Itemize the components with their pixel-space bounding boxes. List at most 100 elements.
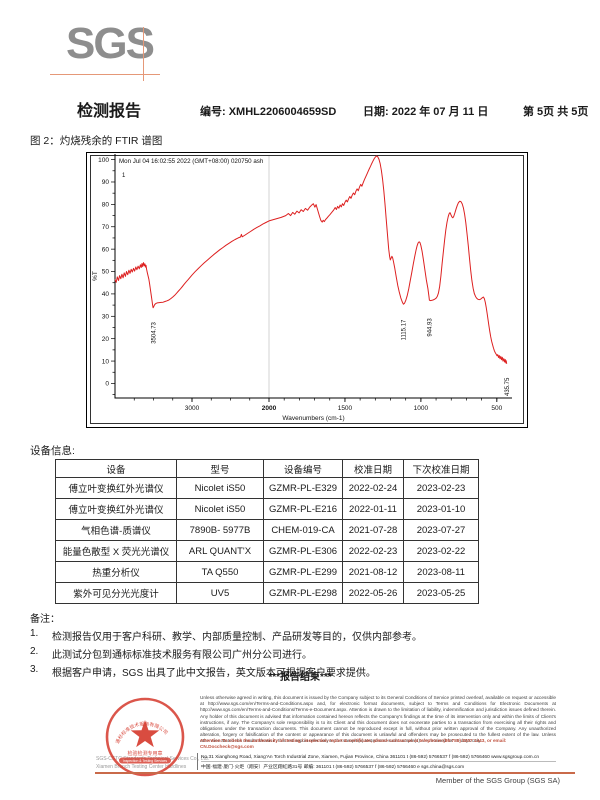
note-number: 2. xyxy=(30,646,39,657)
company-branch-line: Xiamen Branch Testing Center Hardlines xyxy=(96,764,187,770)
table-cell: 2022-01-11 xyxy=(342,498,404,520)
table-cell: GZMR-PL-E216 xyxy=(263,498,343,520)
inspection-seal: 通标标准技术服务有限公司 检验检测专用章 Inspection & Testin… xyxy=(105,697,185,777)
series-label: 1 xyxy=(122,173,126,179)
y-tick-label: 70 xyxy=(102,224,110,231)
peak-label: 1115.17 xyxy=(402,319,408,340)
notes-label: 备注： xyxy=(30,614,60,625)
table-cell: Nicolet iS50 xyxy=(176,498,264,520)
ftir-chart: 0 10 20 30 40 50 60 70 80 90 100 3000 2000 1500 1000 50… xyxy=(86,152,528,428)
note-number: 3. xyxy=(30,664,39,675)
chart-inner-frame xyxy=(90,155,524,424)
note-text: 此测试分包到通标标准技术服务有限公司广州分公司进行。 xyxy=(52,650,312,661)
axes xyxy=(114,154,512,399)
equipment-table: 设备 型号 设备编号 校准日期 下次校准日期 傅立叶变换红外光谱仪 Nicolet iS50… xyxy=(55,459,479,604)
notes-section: 备注： 1. 检测报告仅用于客户科研、教学、内部质量控制、产品研发等目的，仅供内部… xyxy=(30,610,570,679)
y-tick-label: 40 xyxy=(102,291,110,298)
table-cell: 傅立叶变换红外光谱仪 xyxy=(55,477,177,499)
table-cell: Nicolet iS50 xyxy=(176,477,264,499)
seal-ring xyxy=(105,697,185,777)
seal-english-text: Inspection & Testing Services xyxy=(123,759,168,763)
table-cell: 2021-07-28 xyxy=(342,519,404,541)
logo-horizontal-line xyxy=(50,74,160,75)
table-header-row: 设备 型号 设备编号 校准日期 下次校准日期 xyxy=(55,459,479,478)
table-cell: ARL QUANT'X xyxy=(176,540,264,562)
table-header-cell: 设备 xyxy=(55,459,177,478)
table-row: 傅立叶变换红外光谱仪 Nicolet iS50 GZMR-PL-E329 2022-0… xyxy=(55,477,479,499)
peak-label: 944.93 xyxy=(427,318,433,337)
y-tick-label: 10 xyxy=(102,358,110,365)
table-cell: GZMR-PL-E306 xyxy=(263,540,343,562)
table-cell: 2023-07-27 xyxy=(403,519,479,541)
table-header-cell: 设备编号 xyxy=(263,459,343,478)
table-cell: 紫外可见分光光度计 xyxy=(55,582,177,604)
y-tick-label: 50 xyxy=(102,269,110,276)
table-header-cell: 校准日期 xyxy=(342,459,404,478)
seal-star-icon xyxy=(130,720,160,748)
peak-label: 435.75 xyxy=(505,377,511,396)
table-cell: 2023-02-23 xyxy=(403,477,479,499)
table-cell: TA Q550 xyxy=(176,561,264,583)
x-tick-label: 1000 xyxy=(414,405,429,412)
table-header-cell: 型号 xyxy=(176,459,264,478)
y-tick-label: 80 xyxy=(102,202,110,209)
table-row: 能量色散型 X 荧光光谱仪 ARL QUANT'X GZMR-PL-E306 2022… xyxy=(55,540,479,562)
table-cell: 2021-08-12 xyxy=(342,561,404,583)
y-tick-label: 20 xyxy=(102,336,110,343)
table-cell: GZMR-PL-E298 xyxy=(263,582,343,604)
note-item: 2. 此测试分包到通标标准技术服务有限公司广州分公司进行。 xyxy=(30,646,570,661)
logo-vertical-line xyxy=(143,27,144,81)
note-text: 检测报告仅用于客户科研、教学、内部质量控制、产品研发等目的，仅供内部参考。 xyxy=(52,632,422,643)
note-item: 1. 检测报告仅用于客户科研、教学、内部质量控制、产品研发等目的，仅供内部参考。 xyxy=(30,628,570,643)
table-cell: GZMR-PL-E299 xyxy=(263,561,343,583)
chart-timestamp: Mon Jul 04 16:02:55 2022 (GMT+08:00) 020… xyxy=(119,158,264,165)
page-indicator: 第 5页 共 5页 xyxy=(523,106,589,118)
table-cell: GZMR-PL-E329 xyxy=(263,477,343,499)
address-chinese: 中国·福建·厦门·火炬（翔安）产业区翔虹路31号 邮编: 361101 t (8… xyxy=(201,765,465,770)
peak-label: 3504.73 xyxy=(151,321,157,343)
table-cell: 2023-05-25 xyxy=(403,582,479,604)
chart-outer-frame xyxy=(86,152,528,428)
legal-disclaimer: Unless otherwise agreed in writing, this… xyxy=(200,695,556,744)
address-english: No.31 Xianghong Road, Xiang'An Torch Ind… xyxy=(201,755,540,760)
footer-rule-line xyxy=(95,772,575,774)
table-header-cell: 下次校准日期 xyxy=(403,459,479,478)
figure-caption: 图 2：灼烧残余的 FTIR 谱图 xyxy=(30,135,163,147)
table-cell: 2022-05-26 xyxy=(342,582,404,604)
sgs-logo: SGS xyxy=(66,19,155,68)
member-of-sgs-text: Member of the SGS Group (SGS SA) xyxy=(435,776,560,785)
x-tick-label: 2000 xyxy=(262,405,277,412)
table-cell: 2022-02-23 xyxy=(342,540,404,562)
page-title: 检测报告 xyxy=(77,103,142,120)
address-divider xyxy=(197,753,198,770)
table-cell: 2022-02-24 xyxy=(342,477,404,499)
note-text: 根据客户申请，SGS 出具了此中文报告，英文版本可根据客户要求提供。 xyxy=(52,668,376,679)
note-item: 3. 根据客户申请，SGS 出具了此中文报告，英文版本可根据客户要求提供。 xyxy=(30,664,570,679)
ftir-spectrum-svg: 0 10 20 30 40 50 60 70 80 90 100 3000 2000 1500 1000 50… xyxy=(86,152,528,428)
table-cell: 2023-08-11 xyxy=(403,561,479,583)
table-row: 紫外可见分光光度计 UV5 GZMR-PL-E298 2022-05-26 2023-0… xyxy=(55,582,479,604)
y-tick-label: 100 xyxy=(98,157,109,164)
table-cell: 能量色散型 X 荧光光谱仪 xyxy=(55,540,177,562)
report-number: 编号: XMHL2206004659SD xyxy=(200,106,337,118)
table-cell: 7890B- 5977B xyxy=(176,519,264,541)
y-tick-label: 90 xyxy=(102,179,110,186)
table-row: 傅立叶变换红外光谱仪 Nicolet iS50 GZMR-PL-E216 2022-0… xyxy=(55,498,479,520)
table-cell: CHEM-019-CA xyxy=(263,519,343,541)
report-date: 日期: 2022 年 07 月 11 日 xyxy=(363,106,489,118)
x-tick-label: 500 xyxy=(491,405,502,412)
address-row-divider xyxy=(201,761,556,762)
spectrum-curve xyxy=(114,155,508,364)
y-tick-label: 30 xyxy=(102,313,110,320)
x-tick-label: 1500 xyxy=(338,405,353,412)
table-row: 气相色谱-质谱仪 7890B- 5977B CHEM-019-CA 2021-07-2… xyxy=(55,519,479,541)
x-tick-label: 3000 xyxy=(185,405,200,412)
seal-ribbon xyxy=(119,757,171,764)
table-cell: 2023-02-22 xyxy=(403,540,479,562)
x-axis-title: Wavenumbers (cm-1) xyxy=(282,415,344,422)
y-axis-title: %T xyxy=(92,271,99,281)
table-cell: 气相色谱-质谱仪 xyxy=(55,519,177,541)
table-cell: UV5 xyxy=(176,582,264,604)
equipment-section-label: 设备信息: xyxy=(30,445,75,457)
